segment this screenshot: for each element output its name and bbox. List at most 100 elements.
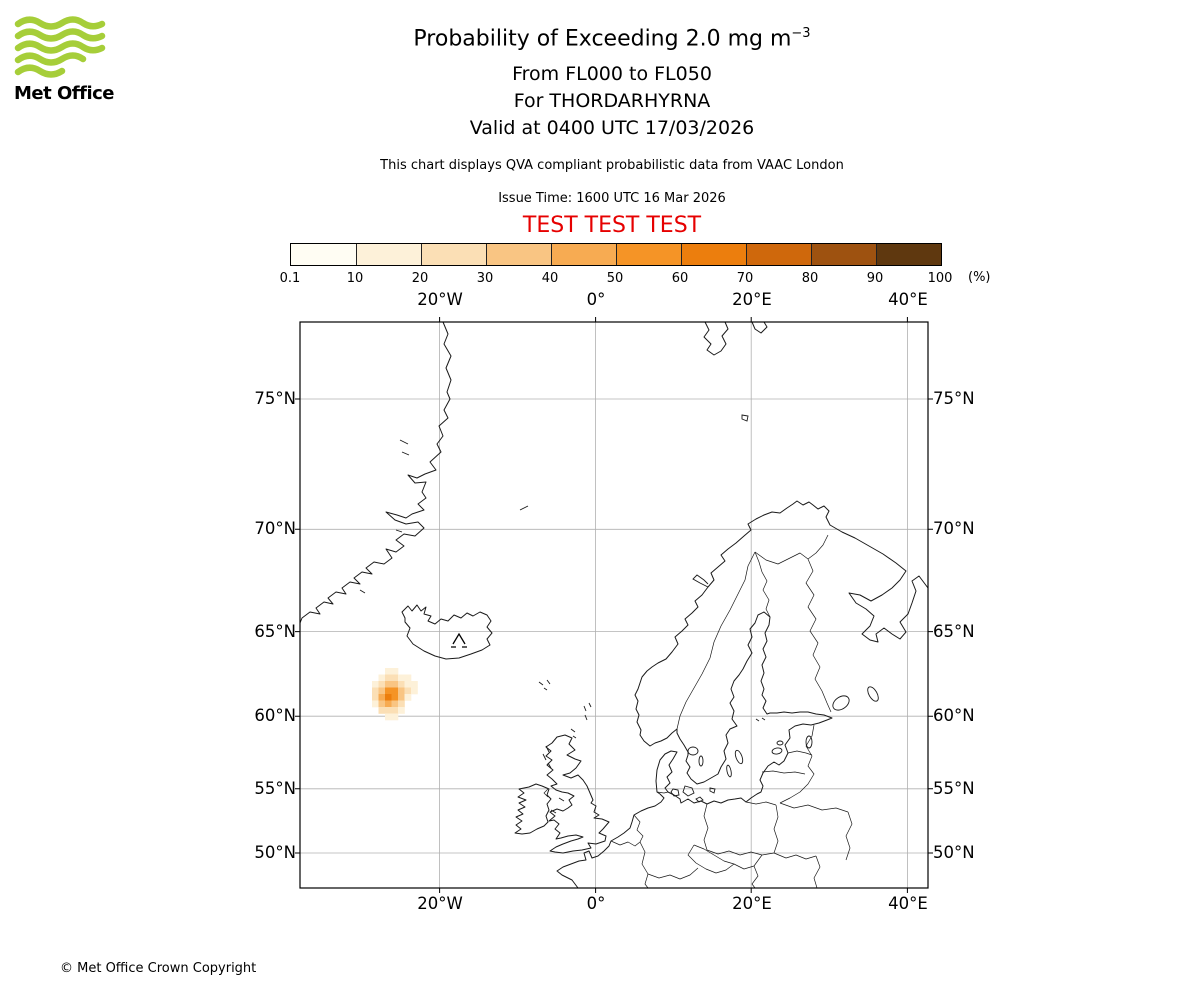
border-sweden-finland [754, 551, 771, 618]
plume-cell [391, 707, 399, 714]
island-man [558, 797, 565, 802]
border-germany-denmark [656, 791, 669, 794]
logo-text: Met Office [14, 83, 115, 104]
border-norway-sweden [676, 551, 756, 730]
lat-label-left-55n: 55°N [254, 779, 296, 798]
lon-label-bottom-20e: 20°E [732, 894, 772, 913]
ash-probability-plume [372, 668, 418, 721]
lat-label-left-60n: 60°N [254, 706, 296, 725]
lat-label-left-75n: 75°N [254, 389, 296, 408]
island-saaremaa [771, 747, 783, 755]
colorbar-tick-10: 10 [346, 271, 364, 286]
coastline-britain [545, 734, 610, 854]
colorbar-segments [290, 243, 942, 266]
plume-cell [372, 687, 379, 695]
map-canvas [295, 317, 933, 893]
plume-cell [391, 694, 399, 701]
island-oland [726, 764, 732, 778]
page-title: Probability of Exceeding 2.0 mg m−3 [24, 26, 1200, 51]
colorbar-segment-9 [876, 244, 941, 265]
lat-label-right-75n: 75°N [933, 389, 975, 408]
border-netherlands-germany [633, 814, 644, 843]
title-exponent: −3 [791, 26, 811, 41]
colorbar-tick-80: 80 [801, 271, 819, 286]
colorbar-tick-50: 50 [606, 271, 624, 286]
border-kaliningrad-poland [745, 801, 777, 806]
border-poland-east [773, 804, 779, 854]
issue-time: Issue Time: 1600 UTC 16 Mar 2026 [498, 191, 726, 206]
lon-label-top-40e: 40°E [888, 290, 928, 309]
plume-cell [385, 707, 392, 714]
colorbar-segment-3 [486, 244, 551, 265]
plume-cell [404, 687, 412, 695]
lon-label-bottom-20w: 20°W [417, 894, 463, 913]
plume-cell [391, 700, 399, 708]
colorbar-segment-2 [421, 244, 486, 265]
plume-cell [404, 694, 412, 701]
border-belarus-russia [779, 802, 849, 813]
plume-cell [385, 713, 392, 721]
colorbar-tick-40: 40 [541, 271, 559, 286]
island-rugen [695, 796, 704, 803]
island-funen [670, 788, 680, 797]
border-northern-ireland [543, 788, 549, 798]
plume-cell [372, 681, 379, 688]
border-ukraine-west [773, 852, 817, 860]
lat-label-left-65n: 65°N [254, 622, 296, 641]
plume-cell [398, 694, 405, 701]
lon-label-top-20e: 20°E [732, 290, 772, 309]
border-baltics-russia [779, 724, 815, 804]
plume-cell [391, 681, 399, 688]
plume-cell [378, 681, 386, 688]
colorbar-segment-4 [551, 244, 616, 265]
plume-cell [398, 700, 405, 708]
border-latvia-lithuania [761, 770, 806, 775]
plume-cell [378, 674, 386, 682]
map-frame [295, 317, 933, 893]
colorbar-segment-8 [811, 244, 876, 265]
lon-label-top-20w: 20°W [417, 290, 463, 309]
coastline-iceland [401, 604, 493, 660]
islands-orkney [570, 728, 577, 739]
lat-label-right-50n: 50°N [933, 843, 975, 862]
plume-cell [404, 674, 412, 682]
lon-label-bottom-40e: 40°E [888, 894, 928, 913]
border-austria-east [733, 854, 763, 870]
plume-cell [378, 707, 386, 714]
lake-ladoga [832, 695, 850, 711]
lat-label-left-50n: 50°N [254, 843, 296, 862]
border-belgium-france [610, 840, 641, 847]
plume-cell [398, 674, 405, 682]
border-estonia-latvia [787, 750, 813, 756]
border-finland-russia [805, 558, 832, 713]
logo-waves-icon [14, 16, 106, 78]
colorbar-segment-7 [746, 244, 811, 265]
colorbar-tick-labels: 0.1 10 20 30 40 50 60 70 80 90 100 [280, 271, 953, 287]
islands-shetland [583, 702, 592, 721]
coastline-europe-scandinavia [556, 500, 929, 889]
lakes-islands-layer [359, 414, 879, 814]
graticule-layer [300, 322, 928, 888]
island-aland [755, 717, 766, 722]
lon-label-top-0: 0° [586, 290, 606, 309]
title-main: Probability of Exceeding 2.0 mg m [413, 26, 792, 52]
border-norway-finland-russia [754, 534, 829, 565]
met-office-logo: Met Office [14, 16, 124, 104]
coastline-ireland [514, 783, 552, 835]
coastline-layer [299, 321, 929, 889]
island-anglesey [550, 809, 557, 814]
border-hungary [751, 865, 759, 889]
colorbar-segment-5 [616, 244, 681, 265]
border-ukraine-south [813, 855, 821, 889]
map-ocean [300, 322, 928, 888]
lake-vattern [698, 755, 704, 767]
lake-peipus [805, 735, 813, 749]
colorbar-tick-0.1: 0.1 [279, 271, 301, 286]
plume-cell [398, 707, 405, 714]
plume-cell [411, 687, 418, 695]
chart-description: This chart displays QVA compliant probab… [380, 158, 844, 173]
colorbar-segment-6 [681, 244, 746, 265]
plume-cell [372, 694, 379, 701]
subtitle-valid-time: Valid at 0400 UTC 17/03/2026 [469, 117, 755, 139]
plume-cell [378, 687, 386, 695]
